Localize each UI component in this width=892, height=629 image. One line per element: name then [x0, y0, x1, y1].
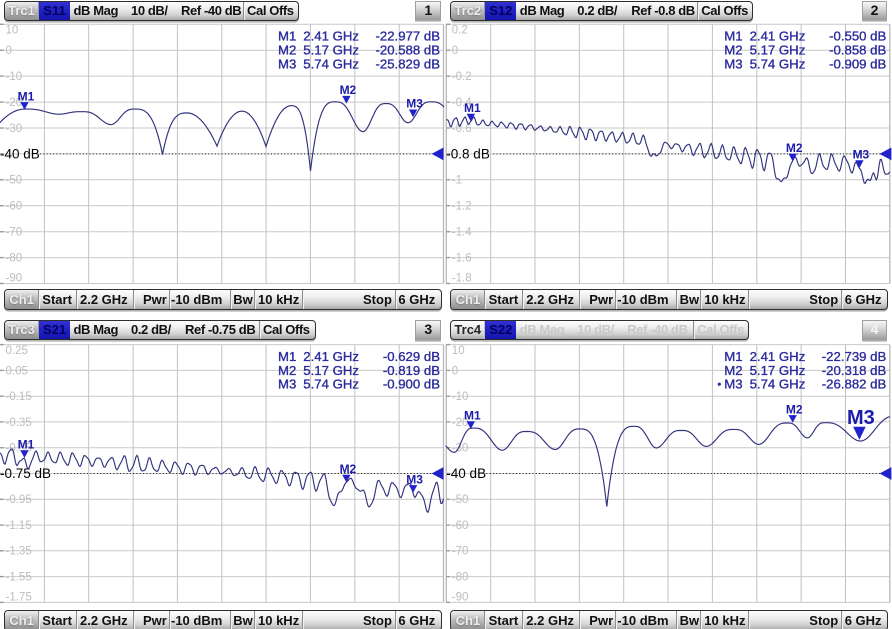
svg-text:10: 10: [6, 25, 19, 37]
svg-text:-40 dB: -40 dB: [446, 466, 486, 481]
svg-text:0.05: 0.05: [6, 365, 28, 377]
svg-text:0: 0: [452, 45, 458, 57]
svg-text:5.74 GHz: 5.74 GHz: [303, 377, 359, 392]
svg-text:M2: M2: [340, 462, 357, 476]
svg-text:-0.35: -0.35: [6, 417, 32, 429]
svg-text:2.41 GHz: 2.41 GHz: [750, 29, 806, 44]
svg-text:M3: M3: [724, 56, 742, 71]
svg-text:-10: -10: [452, 391, 469, 403]
svg-text:0.2: 0.2: [452, 25, 468, 37]
svg-text:-1.4: -1.4: [452, 227, 472, 239]
svg-text:-0.8 dB: -0.8 dB: [446, 147, 490, 162]
svg-text:M3: M3: [278, 377, 296, 392]
svg-text:-0.75 dB: -0.75 dB: [0, 466, 51, 481]
svg-text:-20.318 dB: -20.318 dB: [822, 363, 887, 378]
svg-text:M1: M1: [464, 409, 481, 423]
svg-text:-90: -90: [452, 592, 469, 604]
svg-text:M2: M2: [724, 43, 742, 58]
svg-text:2.41 GHz: 2.41 GHz: [303, 29, 359, 44]
svg-text:-80: -80: [6, 253, 23, 265]
svg-text:M2: M2: [278, 363, 296, 378]
svg-text:M1: M1: [724, 349, 742, 364]
svg-text:-90: -90: [6, 273, 23, 285]
svg-text:-0.858 dB: -0.858 dB: [829, 43, 886, 58]
svg-text:M3: M3: [278, 56, 296, 71]
svg-text:M1: M1: [278, 29, 296, 44]
svg-text:-0.2: -0.2: [452, 71, 472, 83]
svg-text:M2: M2: [786, 141, 803, 155]
svg-text:-1.35: -1.35: [6, 546, 32, 558]
svg-text:M3: M3: [406, 472, 423, 486]
svg-text:-1.6: -1.6: [452, 253, 472, 265]
svg-text:-1.15: -1.15: [6, 520, 32, 532]
svg-text:-70: -70: [6, 227, 23, 239]
svg-text:M3: M3: [847, 407, 875, 429]
svg-text:-30: -30: [6, 123, 23, 135]
svg-text:-0.629 dB: -0.629 dB: [383, 349, 440, 364]
svg-text:M1: M1: [18, 437, 35, 451]
svg-text:-70: -70: [452, 546, 469, 558]
svg-text:-0.900 dB: -0.900 dB: [383, 377, 440, 392]
svg-text:5.17 GHz: 5.17 GHz: [750, 43, 806, 58]
svg-text:-22.977 dB: -22.977 dB: [375, 29, 440, 44]
svg-text:-60: -60: [452, 520, 469, 532]
svg-text:-0.6: -0.6: [452, 123, 472, 135]
svg-text:-1: -1: [452, 175, 462, 187]
svg-text:-0.95: -0.95: [6, 494, 32, 506]
svg-text:-1.2: -1.2: [452, 201, 472, 213]
svg-text:-1.8: -1.8: [452, 273, 472, 285]
svg-text:M2: M2: [724, 363, 742, 378]
svg-text:-20.588 dB: -20.588 dB: [375, 43, 440, 58]
svg-text:M2: M2: [340, 83, 357, 97]
svg-text:0: 0: [6, 45, 12, 57]
svg-text:M3: M3: [724, 377, 742, 392]
svg-text:-22.739 dB: -22.739 dB: [822, 349, 887, 364]
svg-text:M2: M2: [786, 402, 803, 416]
svg-text:0: 0: [452, 365, 458, 377]
svg-text:M1: M1: [464, 101, 481, 115]
svg-text:-26.882 dB: -26.882 dB: [822, 377, 887, 392]
svg-text:5.17 GHz: 5.17 GHz: [303, 363, 359, 378]
svg-text:-10: -10: [6, 71, 23, 83]
svg-text:M3: M3: [853, 148, 870, 162]
svg-text:-25.829 dB: -25.829 dB: [375, 56, 440, 71]
svg-text:M1: M1: [724, 29, 742, 44]
svg-text:5.17 GHz: 5.17 GHz: [750, 363, 806, 378]
svg-text:0.25: 0.25: [6, 345, 28, 357]
svg-text:-1.55: -1.55: [6, 572, 32, 584]
svg-text:5.74 GHz: 5.74 GHz: [750, 377, 806, 392]
svg-text:-20: -20: [6, 97, 23, 109]
svg-text:M3: M3: [406, 97, 423, 111]
svg-text:-1.75: -1.75: [6, 592, 32, 604]
svg-text:-20: -20: [452, 417, 469, 429]
svg-text:M2: M2: [278, 43, 296, 58]
svg-text:M1: M1: [278, 349, 296, 364]
svg-text:2.41 GHz: 2.41 GHz: [750, 349, 806, 364]
svg-text:-0.550 dB: -0.550 dB: [829, 29, 886, 44]
svg-text:-0.909 dB: -0.909 dB: [829, 56, 886, 71]
svg-text:2.41 GHz: 2.41 GHz: [303, 349, 359, 364]
svg-text:-50: -50: [452, 494, 469, 506]
svg-text:M1: M1: [18, 89, 35, 103]
svg-text:-0.15: -0.15: [6, 391, 32, 403]
svg-text:-60: -60: [6, 201, 23, 213]
svg-text:-40 dB: -40 dB: [0, 147, 40, 162]
svg-text:5.74 GHz: 5.74 GHz: [750, 56, 806, 71]
svg-text:-0.4: -0.4: [452, 97, 472, 109]
svg-text:-50: -50: [6, 175, 23, 187]
svg-text:10: 10: [452, 345, 465, 357]
svg-text:-80: -80: [452, 572, 469, 584]
svg-text:5.74 GHz: 5.74 GHz: [303, 56, 359, 71]
svg-text:5.17 GHz: 5.17 GHz: [303, 43, 359, 58]
svg-text:-0.819 dB: -0.819 dB: [383, 363, 440, 378]
